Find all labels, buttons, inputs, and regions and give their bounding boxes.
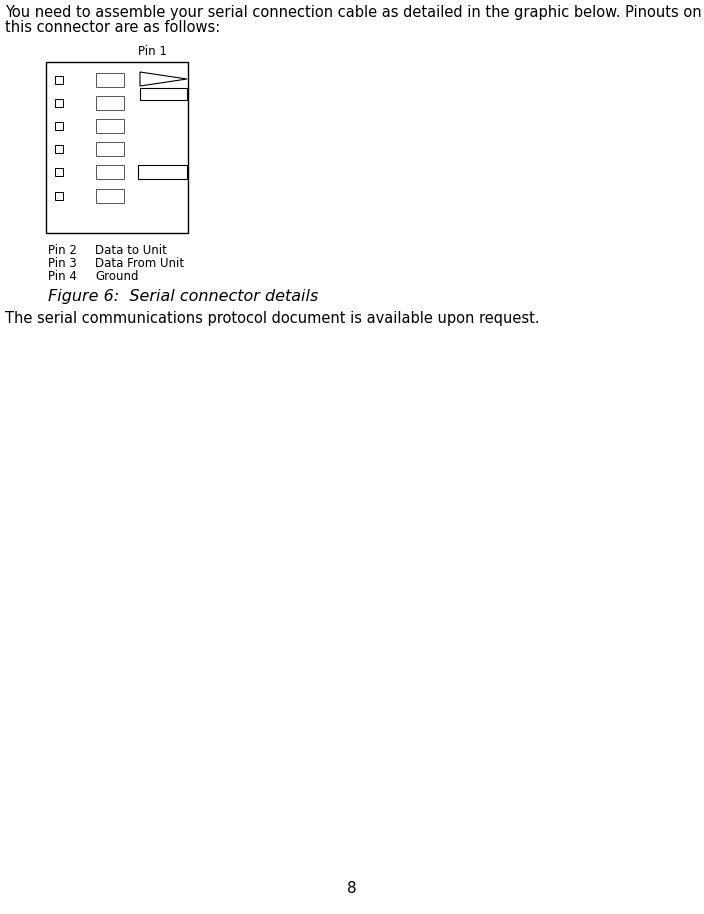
- Text: The serial communications protocol document is available upon request.: The serial communications protocol docum…: [5, 311, 540, 326]
- Bar: [96, 73, 124, 87]
- Text: Pin 3: Pin 3: [48, 257, 77, 270]
- Bar: [138, 165, 187, 179]
- Bar: [55, 99, 63, 107]
- Bar: [96, 165, 124, 179]
- Bar: [55, 192, 63, 200]
- Bar: [96, 142, 124, 156]
- Text: 8: 8: [347, 881, 357, 896]
- Bar: [96, 189, 124, 203]
- Bar: [96, 96, 124, 110]
- Text: Pin 1: Pin 1: [137, 45, 166, 58]
- Bar: [46, 62, 188, 233]
- Text: Pin 2: Pin 2: [48, 244, 77, 257]
- Bar: [55, 168, 63, 176]
- Text: this connector are as follows:: this connector are as follows:: [5, 20, 220, 35]
- Bar: [55, 122, 63, 130]
- Text: You need to assemble your serial connection cable as detailed in the graphic bel: You need to assemble your serial connect…: [5, 5, 702, 20]
- Text: Figure 6:  Serial connector details: Figure 6: Serial connector details: [48, 289, 318, 304]
- Bar: [55, 76, 63, 84]
- Bar: [96, 119, 124, 133]
- Text: Data to Unit: Data to Unit: [95, 244, 167, 257]
- Text: Pin 4: Pin 4: [48, 270, 77, 283]
- Bar: [55, 145, 63, 153]
- Bar: [140, 88, 187, 100]
- Text: Ground: Ground: [95, 270, 139, 283]
- Polygon shape: [140, 72, 187, 86]
- Text: Data From Unit: Data From Unit: [95, 257, 184, 270]
